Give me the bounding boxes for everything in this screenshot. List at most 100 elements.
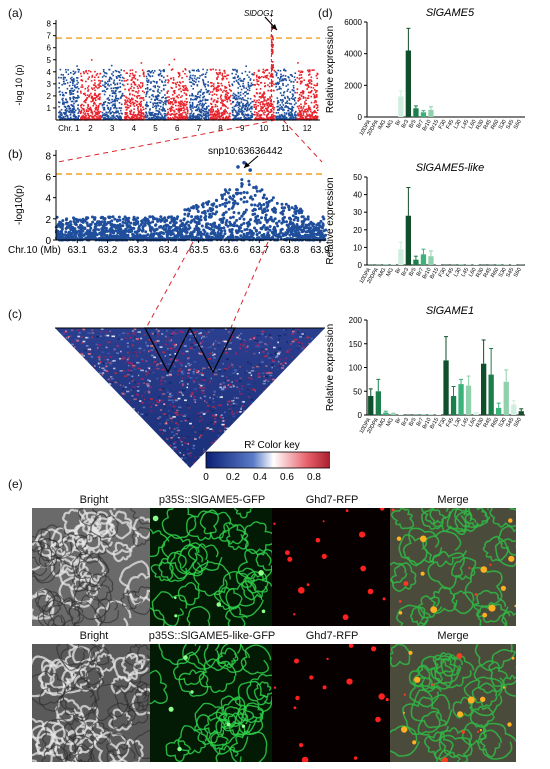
bar [488,374,494,415]
category-label: F30 [438,267,448,278]
zoom-connectors [57,119,323,163]
manhattan-ytick-label: 5 [47,56,52,65]
regional-xtick-label: 63.4 [159,245,179,256]
bar [383,412,389,415]
regional-ytick-label: 4 [45,194,51,205]
bar [511,264,517,265]
category-label: IMG [377,417,387,429]
bar [503,381,509,416]
bar [435,264,442,265]
category-label: S30 [498,267,508,278]
zoom-connector-left [57,119,277,163]
bar [405,50,411,117]
bar [428,256,434,265]
category-label: R45 [483,267,493,279]
manhattan-chr-points [101,64,124,121]
lead-snp-point [236,165,240,169]
regional-xtick-label: 63.5 [189,245,209,256]
color-key-tick: 0.4 [253,472,267,480]
chart-ytick-label: 50 [353,173,362,182]
regional-xtick-label: 63.8 [280,245,300,256]
col-title-merge-2: Merge [437,630,469,642]
bar [375,391,381,416]
color-key-tick: 0.2 [226,472,240,480]
category-label: R30 [475,267,485,279]
manhattan-xlabel: 7 [197,124,202,133]
col-title-gfp-1: p35S::SlGAME5-GFP [158,494,266,506]
panel-label-b: (b) [8,147,23,161]
color-key-bar [205,451,330,469]
manhattan-ytick-label: 2 [47,92,52,101]
category-label: Br15 [429,119,440,132]
bar [398,96,404,117]
category-label: S60 [513,119,523,130]
chart-title: SlGAME5-like [416,162,484,174]
panel-label-c: (c) [8,307,22,321]
image-gfp-1 [150,508,272,626]
manhattan-xlabel: 4 [132,124,137,133]
panel-label-e: (e) [8,477,23,491]
manhattan-ylabel: -log 10 (p) [14,64,24,105]
manhattan-xlabel: 8 [218,124,223,133]
image-merge-1 [390,508,516,626]
bar [420,112,427,118]
bar [398,249,404,265]
color-key-tick: 0.6 [280,472,294,480]
chart-ylabel: Relative expression [325,324,336,411]
col-title-gfp-2: p35S::SlGAME5-like-GFP [148,630,276,642]
category-label: Br [395,119,403,127]
bar [405,215,411,265]
image-bright-1 [32,508,150,626]
regional-xtick-label: 63.3 [128,245,148,256]
bar [383,264,389,265]
color-key-title: R² Color key [244,440,300,451]
bar [473,413,479,415]
category-label: L60 [468,267,478,278]
category-label: R60 [490,267,500,279]
manhattan-xlabel: 2 [88,124,93,133]
bar [503,264,509,265]
category-label: L30 [453,267,463,278]
category-label: L45 [461,417,471,428]
bar [413,259,419,265]
bar [518,264,524,265]
bar [435,414,442,415]
bar [458,384,464,415]
ld-connector-right [229,241,269,331]
regional-ytick-label: 6 [45,172,51,183]
ld-block-outline [189,327,236,374]
bar [518,411,524,415]
panel-label-a: (a) [8,6,23,20]
chart-ytick-label: 200 [349,316,363,325]
category-label: Br7 [416,267,425,277]
bar [398,414,404,415]
image-gfp-2 [150,644,272,762]
category-label: R45 [483,119,493,131]
regional-xtick-label: 63.6 [219,245,239,256]
category-label: S45 [505,417,515,428]
bar [390,413,396,415]
chart-ytick-label: 6000 [344,18,362,27]
regional-xtick-label: 63.1 [68,245,88,256]
gene-arrow-head [271,24,277,30]
bar [496,407,502,415]
chart-ylabel: Relative expression [325,26,336,113]
category-label: L45 [461,119,471,130]
chart-title: SlGAME5 [426,7,475,19]
category-label: F45 [445,119,455,130]
category-label: Br5 [408,417,417,427]
category-label: S60 [513,417,523,428]
regional-xtitle: Chr.10 (Mb) [8,245,61,256]
bar [390,264,396,265]
bar [465,385,472,415]
chart-ytick-label: 30 [353,208,362,217]
manhattan-ytick-label: 6 [47,44,52,53]
ld-heatmap: R² Color key 0 0.2 0.4 0.6 0.8 [55,327,330,480]
bar [413,108,419,117]
ld-connectors [144,241,269,331]
category-label: S60 [513,267,523,278]
manhattan-xlabel: 6 [175,124,180,133]
category-label: F45 [445,417,455,428]
bar [488,264,494,265]
